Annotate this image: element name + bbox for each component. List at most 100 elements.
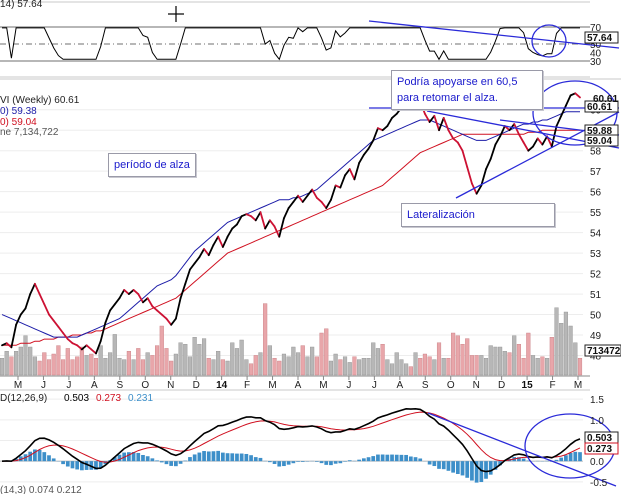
price-segment bbox=[555, 114, 563, 128]
macd-hist-bar bbox=[455, 461, 460, 474]
macd-hist-bar bbox=[578, 452, 582, 462]
rsi-header: 14) 57.64 bbox=[0, 0, 43, 10]
volume-bar bbox=[173, 353, 178, 376]
volume-bar bbox=[512, 335, 517, 376]
price-segment bbox=[193, 256, 201, 265]
macd-hist-bar bbox=[484, 461, 488, 479]
macd-hist-bar bbox=[239, 453, 244, 462]
price-segment bbox=[254, 211, 262, 222]
price-segment bbox=[29, 282, 36, 295]
volume-bar bbox=[530, 355, 536, 376]
price-segment bbox=[348, 168, 356, 181]
volume-bar bbox=[18, 346, 23, 376]
footer-cut-text: (14,3) 0.074 0.212 bbox=[0, 485, 82, 494]
x-tick-label: 15 bbox=[522, 380, 534, 391]
volume-bar bbox=[51, 353, 56, 376]
volume-bar bbox=[112, 334, 117, 376]
price-segment bbox=[499, 125, 506, 138]
volume-bar bbox=[314, 356, 319, 376]
price-segment bbox=[99, 321, 107, 343]
macd-hist-bar bbox=[319, 461, 324, 464]
macd-hist-bar bbox=[404, 454, 408, 462]
price-y-tick: 58 bbox=[590, 147, 602, 158]
volume-bar bbox=[385, 359, 390, 376]
volume-bar bbox=[93, 358, 99, 376]
price-segment bbox=[90, 348, 97, 355]
volume-bar bbox=[136, 348, 141, 376]
volume-bar bbox=[23, 335, 28, 376]
price-segment bbox=[513, 123, 520, 136]
volume-bar bbox=[145, 352, 150, 376]
macd-hist-bar bbox=[112, 457, 117, 462]
macd-hist-bar bbox=[554, 459, 559, 462]
volume-bar bbox=[131, 359, 136, 376]
price-segment bbox=[541, 135, 549, 146]
volume-bar bbox=[394, 352, 399, 376]
price-segment bbox=[367, 139, 375, 150]
price-segment bbox=[518, 133, 525, 144]
x-tick-label: A bbox=[396, 380, 403, 391]
volume-bar bbox=[164, 348, 169, 376]
x-tick-label: F bbox=[244, 380, 250, 391]
price-segment bbox=[19, 307, 27, 316]
volume-bar bbox=[267, 345, 272, 376]
volume-bar bbox=[187, 356, 193, 376]
moving-average-long bbox=[2, 129, 580, 346]
volume-bar bbox=[418, 358, 423, 376]
support-note-line-2: para retomar el alza. bbox=[397, 92, 498, 104]
macd-hist-bar bbox=[333, 461, 338, 464]
macd-hist-bar bbox=[253, 457, 258, 462]
price-segment bbox=[5, 342, 13, 349]
volume-bar bbox=[28, 346, 33, 376]
volume-bar bbox=[140, 359, 146, 376]
price-segment bbox=[165, 317, 173, 326]
price-segment bbox=[278, 217, 285, 238]
volume-bar bbox=[56, 345, 61, 376]
macd-hist-bar bbox=[441, 461, 446, 470]
rsi-panel: 14) 57.64 7060504030 57.64 bbox=[0, 0, 620, 78]
macd-hist-bar bbox=[98, 461, 103, 468]
price-y-tick: 50 bbox=[590, 311, 602, 322]
macd-histogram bbox=[4, 449, 582, 483]
volume-bar bbox=[239, 339, 244, 376]
price-segment bbox=[325, 198, 332, 209]
volume-bar bbox=[178, 342, 183, 376]
macd-hist-bar bbox=[296, 461, 300, 462]
price-segment bbox=[320, 200, 328, 209]
volume-bar bbox=[408, 366, 413, 376]
price-last-box bbox=[584, 100, 619, 113]
macd-hist-bar bbox=[225, 453, 230, 462]
volume-bar bbox=[281, 353, 287, 376]
macd-hist-bar bbox=[183, 460, 188, 462]
volume-bar bbox=[277, 360, 282, 376]
legend-ma-short: 0) 59.38 bbox=[0, 106, 37, 117]
price-segment bbox=[123, 289, 130, 295]
macd-hist-bar bbox=[324, 461, 329, 465]
price-segment bbox=[452, 137, 459, 144]
macd-hist-bar bbox=[498, 461, 502, 466]
price-segment bbox=[15, 313, 22, 326]
macd-hist-bar bbox=[230, 453, 235, 462]
volume-bar bbox=[469, 355, 474, 376]
price-segment bbox=[306, 188, 314, 197]
macd-signal-line bbox=[1, 411, 581, 463]
x-tick-label: S bbox=[116, 380, 123, 391]
volume-bar bbox=[183, 344, 188, 376]
volume-bar bbox=[220, 359, 225, 376]
price-segment bbox=[466, 166, 473, 185]
price-y-tick: 54 bbox=[590, 229, 602, 240]
macd-line bbox=[1, 407, 581, 473]
volume-bar bbox=[333, 353, 338, 376]
volume-bar bbox=[324, 328, 329, 376]
macd-hist-bar bbox=[380, 454, 385, 462]
x-tick-label: S bbox=[422, 380, 429, 391]
volume-bar bbox=[371, 342, 376, 376]
price-segment bbox=[66, 338, 74, 345]
price-segment bbox=[330, 184, 337, 201]
volume-bar bbox=[244, 359, 249, 376]
x-tick-label: M bbox=[319, 380, 327, 391]
price-segment bbox=[127, 289, 135, 295]
price-segment bbox=[494, 135, 502, 146]
price-segment bbox=[76, 344, 83, 351]
macd-hist-bar bbox=[178, 461, 183, 464]
